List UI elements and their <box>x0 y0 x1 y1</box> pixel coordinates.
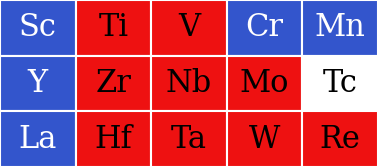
Bar <box>151 111 227 167</box>
Text: Hf: Hf <box>94 124 132 155</box>
Text: Y: Y <box>28 68 48 99</box>
Text: Mn: Mn <box>315 12 366 43</box>
Bar <box>227 0 302 56</box>
Bar <box>0 111 76 167</box>
Bar <box>76 0 151 56</box>
Bar <box>302 111 378 167</box>
Bar <box>151 56 227 111</box>
Text: La: La <box>19 124 57 155</box>
Bar <box>76 56 151 111</box>
Bar <box>0 56 76 111</box>
Bar <box>0 0 76 56</box>
Text: Sc: Sc <box>19 12 57 43</box>
Text: V: V <box>178 12 200 43</box>
Text: Ta: Ta <box>171 124 207 155</box>
Text: Tc: Tc <box>323 68 358 99</box>
Text: Re: Re <box>320 124 361 155</box>
Text: Zr: Zr <box>96 68 131 99</box>
Text: Mo: Mo <box>240 68 289 99</box>
Bar <box>302 56 378 111</box>
Bar <box>302 0 378 56</box>
Text: Ti: Ti <box>98 12 129 43</box>
Text: Cr: Cr <box>246 12 284 43</box>
Bar <box>151 0 227 56</box>
Bar <box>76 111 151 167</box>
Bar <box>227 111 302 167</box>
Text: Nb: Nb <box>166 68 212 99</box>
Bar <box>227 56 302 111</box>
Text: W: W <box>249 124 280 155</box>
